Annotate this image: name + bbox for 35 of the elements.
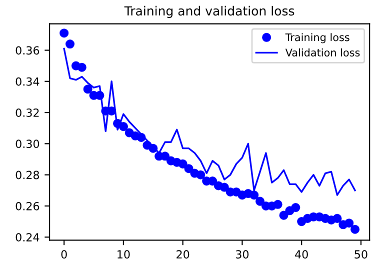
- point: [66, 39, 75, 49]
- chart-title: Training and validation loss: [124, 6, 294, 18]
- x-tick-label: 0: [61, 250, 67, 259]
- point: [148, 144, 158, 153]
- point: [344, 218, 354, 228]
- y-tick-label: 0.36: [16, 46, 40, 55]
- legend-label: Training loss: [285, 33, 350, 44]
- point: [279, 210, 288, 220]
- y-tick-label: 0.26: [16, 202, 40, 210]
- point: [83, 84, 92, 94]
- y-tick-label: 0.28: [16, 170, 40, 180]
- x-tick-label: 20: [176, 250, 190, 259]
- point: [184, 164, 194, 174]
- x-tick-label: 30: [236, 250, 249, 259]
- y-tick-label: 0.32: [16, 108, 39, 117]
- point: [273, 200, 282, 209]
- y-tick-label: 0.34: [16, 77, 40, 86]
- point: [250, 190, 259, 200]
- y-tick-label: 0.24: [16, 233, 40, 242]
- point: [196, 170, 206, 180]
- point: [118, 122, 128, 132]
- point: [332, 214, 342, 223]
- point: [178, 159, 188, 168]
- point: [350, 224, 360, 234]
- point: [256, 196, 265, 206]
- point: [60, 28, 69, 38]
- point: [291, 203, 300, 212]
- legend-label: Validation loss: [285, 48, 360, 56]
- point: [220, 182, 229, 192]
- point: [77, 62, 86, 72]
- x-tick-label: 50: [354, 250, 368, 259]
- x-tick-label: 40: [295, 250, 308, 259]
- x-tick-label: 10: [118, 250, 130, 259]
- y-tick-label: 0.30: [16, 140, 40, 148]
- point: [136, 132, 146, 142]
